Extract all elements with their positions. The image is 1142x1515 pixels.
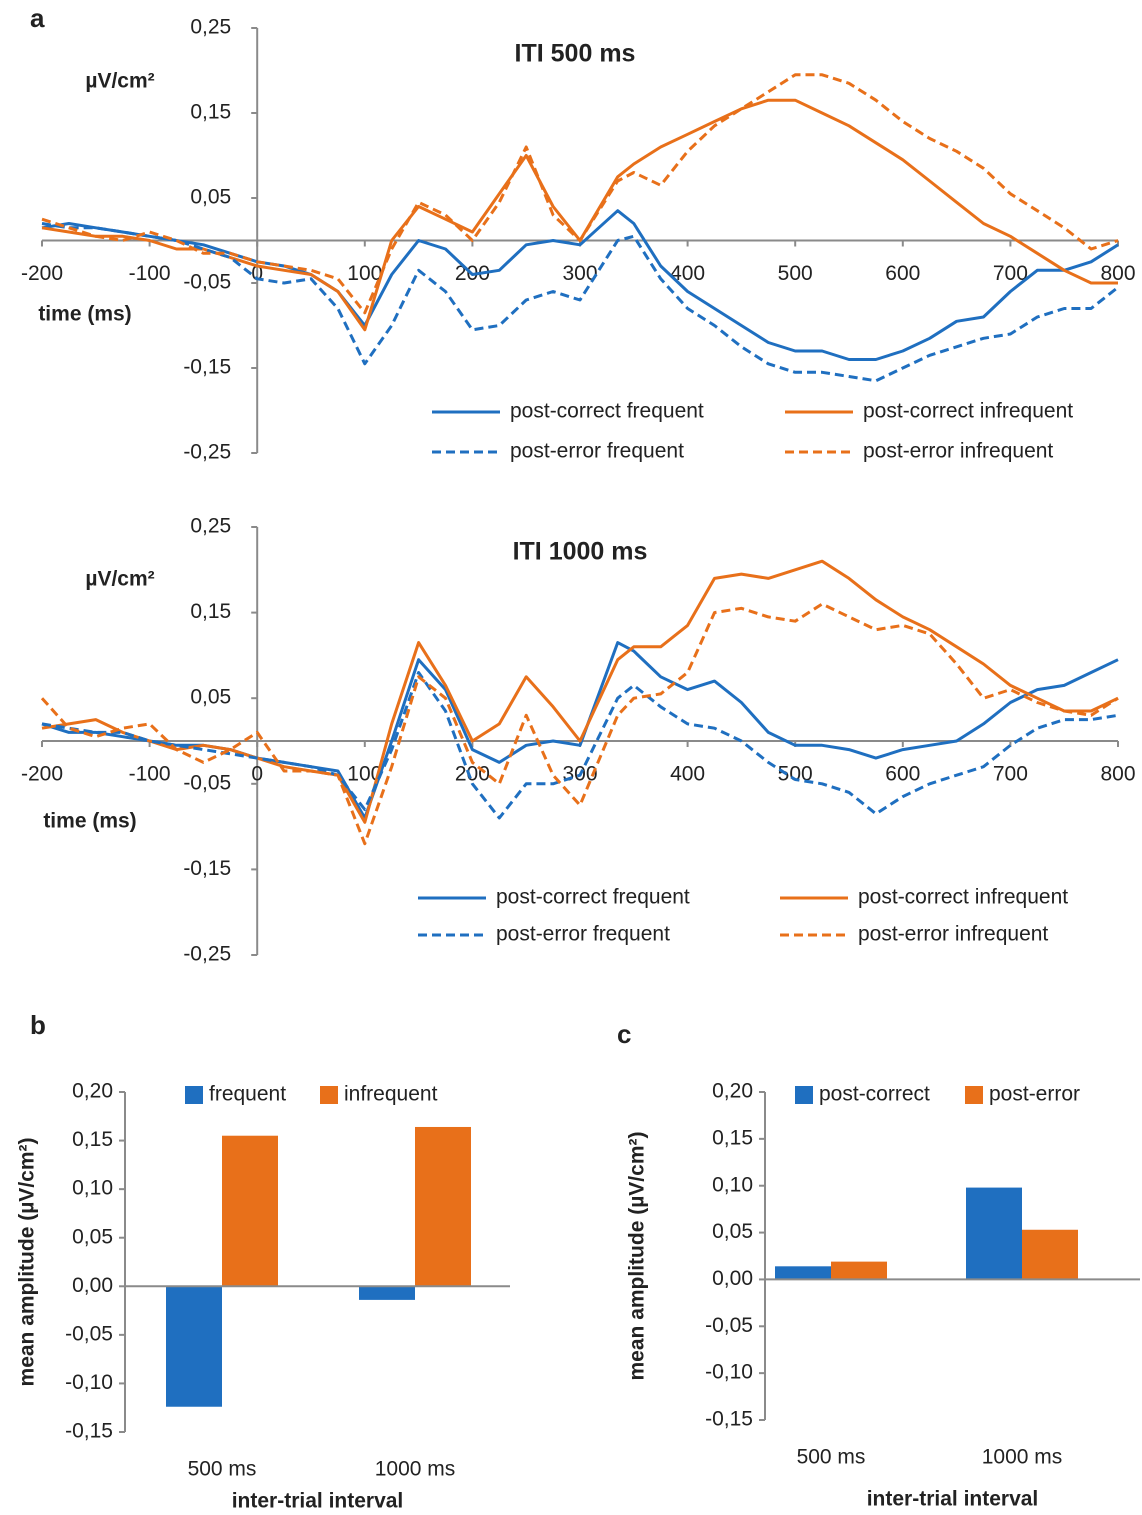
- x-tick-label: 100: [347, 262, 382, 285]
- series-line: [40, 602, 1119, 846]
- bar: [359, 1286, 415, 1300]
- x-tick-label: 300: [562, 262, 597, 285]
- x-tick-label: 800: [1100, 262, 1135, 285]
- y-tick-label: -0,05: [65, 1322, 113, 1345]
- y-axis-label: µV/cm²: [85, 568, 154, 591]
- series-line: [41, 559, 1119, 824]
- x-tick-label: 600: [885, 262, 920, 285]
- legend-swatch: [965, 1086, 983, 1104]
- y-tick-label: 0,25: [190, 16, 231, 39]
- x-tick-label: 1000 ms: [982, 1446, 1063, 1469]
- y-tick-label: 0,00: [712, 1267, 753, 1290]
- chart-title: ITI 1000 ms: [513, 538, 648, 566]
- y-tick-label: 0,05: [72, 1225, 113, 1248]
- y-tick-label: 0,15: [712, 1126, 753, 1149]
- y-tick-label: 0,05: [190, 186, 231, 209]
- y-axis-label: mean amplitude (µV/cm²): [626, 1132, 649, 1381]
- panel-letter: a: [30, 3, 45, 33]
- x-tick-label: 200: [455, 763, 490, 786]
- series-line: [41, 209, 1119, 361]
- x-tick-label: 1000 ms: [375, 1458, 456, 1481]
- x-axis-label: inter-trial interval: [867, 1488, 1039, 1511]
- y-tick-label: -0,15: [183, 857, 231, 880]
- y-tick-label: -0,25: [183, 943, 231, 966]
- x-tick-label: 400: [670, 262, 705, 285]
- x-tick-label: 400: [670, 763, 705, 786]
- bar: [775, 1266, 831, 1280]
- y-tick-label: -0,10: [705, 1361, 753, 1384]
- y-tick-label: 0,20: [712, 1080, 753, 1103]
- y-axis-label: µV/cm²: [85, 70, 154, 93]
- legend-label: frequent: [209, 1083, 286, 1106]
- legend-label: post-correct frequent: [496, 886, 690, 909]
- x-tick-label: 800: [1100, 763, 1135, 786]
- series-line: [41, 98, 1118, 332]
- x-axis-label: inter-trial interval: [232, 1490, 404, 1513]
- x-tick-label: -200: [21, 763, 63, 786]
- panel-letter: c: [617, 1019, 631, 1049]
- x-axis-label: time (ms): [38, 303, 131, 326]
- bar: [415, 1126, 471, 1287]
- legend-label: post-correct infrequent: [863, 400, 1073, 423]
- y-tick-label: 0,15: [72, 1128, 113, 1151]
- bar: [966, 1187, 1022, 1280]
- bar: [831, 1261, 887, 1280]
- x-tick-label: 500: [778, 262, 813, 285]
- legend-swatch: [185, 1086, 203, 1104]
- x-axis-label: time (ms): [43, 810, 136, 833]
- chart-title: ITI 500 ms: [515, 40, 636, 68]
- x-tick-label: -100: [129, 763, 171, 786]
- y-tick-label: 0,15: [190, 101, 231, 124]
- x-tick-label: 500 ms: [188, 1458, 257, 1481]
- x-tick-label: 0: [251, 763, 263, 786]
- y-tick-label: -0,10: [65, 1371, 113, 1394]
- y-tick-label: 0,25: [190, 515, 231, 538]
- y-tick-label: -0,15: [183, 356, 231, 379]
- y-tick-label: 0,10: [712, 1173, 753, 1196]
- legend-swatch: [795, 1086, 813, 1104]
- x-tick-label: 600: [885, 763, 920, 786]
- legend-swatch: [320, 1086, 338, 1104]
- bar: [166, 1286, 222, 1407]
- x-tick-label: -100: [129, 262, 171, 285]
- x-tick-label: 700: [993, 262, 1028, 285]
- x-tick-label: 500: [778, 763, 813, 786]
- y-tick-label: 0,05: [190, 686, 231, 709]
- legend-label: post-error infrequent: [863, 440, 1053, 463]
- y-tick-label: -0,15: [705, 1408, 753, 1431]
- y-tick-label: -0,05: [705, 1314, 753, 1337]
- x-tick-label: 100: [347, 763, 382, 786]
- legend-label: post-error: [989, 1083, 1080, 1106]
- legend-label: post-error frequent: [510, 440, 684, 463]
- y-tick-label: 0,10: [72, 1177, 113, 1200]
- x-tick-label: 500 ms: [797, 1446, 866, 1469]
- y-tick-label: -0,05: [183, 771, 231, 794]
- panel-letter: b: [30, 1010, 46, 1040]
- legend-label: post-correct frequent: [510, 400, 704, 423]
- bar: [1022, 1229, 1078, 1280]
- y-tick-label: 0,15: [190, 600, 231, 623]
- y-tick-label: -0,15: [65, 1420, 113, 1443]
- x-tick-label: 0: [251, 262, 263, 285]
- y-tick-label: 0,05: [712, 1220, 753, 1243]
- bar: [222, 1135, 278, 1287]
- legend-label: post-error infrequent: [858, 923, 1048, 946]
- y-tick-label: 0,00: [72, 1274, 113, 1297]
- y-axis-label: mean amplitude (µV/cm²): [16, 1138, 39, 1387]
- y-tick-label: -0,25: [183, 441, 231, 464]
- x-tick-label: 700: [993, 763, 1028, 786]
- legend-label: post-correct: [819, 1083, 930, 1106]
- x-tick-label: -200: [21, 262, 63, 285]
- legend-label: post-correct infrequent: [858, 886, 1068, 909]
- legend-label: infrequent: [344, 1083, 438, 1106]
- y-tick-label: -0,05: [183, 271, 231, 294]
- series-line: [41, 73, 1119, 315]
- legend-label: post-error frequent: [496, 923, 670, 946]
- y-tick-label: 0,20: [72, 1080, 113, 1103]
